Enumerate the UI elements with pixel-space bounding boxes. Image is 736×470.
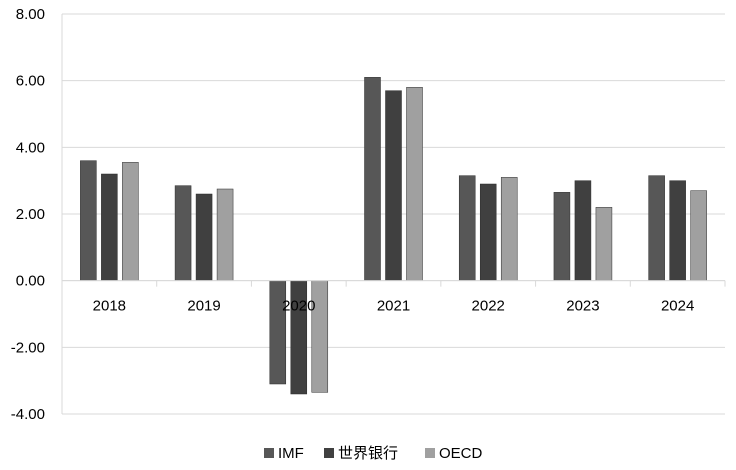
x-tick-label: 2024 bbox=[661, 298, 694, 315]
bar-世界银行-2024 bbox=[669, 180, 686, 281]
x-tick-label: 2023 bbox=[566, 298, 599, 315]
bar-世界银行-2018 bbox=[101, 173, 118, 281]
x-tick-label: 2022 bbox=[472, 298, 505, 315]
bar-IMF-2024 bbox=[648, 175, 665, 281]
y-tick-label: -2.00 bbox=[11, 339, 45, 356]
bar-OECD-2021 bbox=[406, 87, 423, 281]
y-tick-label: 8.00 bbox=[16, 6, 45, 23]
legend-label: 世界银行 bbox=[338, 445, 398, 462]
bar-IMF-2019 bbox=[174, 185, 192, 281]
bar-IMF-2022 bbox=[458, 175, 476, 281]
y-tick-label: 6.00 bbox=[16, 73, 45, 90]
bar-世界银行-2022 bbox=[479, 183, 497, 281]
bar-OECD-2024 bbox=[690, 190, 707, 281]
x-tick-label: 2021 bbox=[377, 298, 410, 315]
x-tick-label: 2019 bbox=[187, 298, 220, 315]
x-tick-label: 2020 bbox=[282, 298, 315, 315]
legend-swatch bbox=[264, 448, 274, 458]
legend-swatch bbox=[425, 448, 435, 458]
y-tick-label: -4.00 bbox=[11, 406, 45, 423]
y-axis: -4.00 -2.00 0.00 2.00 4.00 6.00 8.00 bbox=[11, 6, 63, 423]
bar-世界银行-2019 bbox=[195, 193, 213, 281]
bar-OECD-2019 bbox=[216, 188, 234, 281]
x-tick-label: 2018 bbox=[93, 298, 126, 315]
bar-OECD-2023 bbox=[595, 207, 613, 281]
bar-OECD-2022 bbox=[500, 177, 518, 281]
y-tick-label: 4.00 bbox=[16, 139, 45, 156]
bar-IMF-2020 bbox=[269, 280, 287, 385]
y-tick-label: 0.00 bbox=[16, 273, 45, 290]
legend: IMF 世界银行 OECD bbox=[264, 445, 483, 462]
bar-IMF-2021 bbox=[364, 77, 381, 281]
legend-label: IMF bbox=[278, 445, 304, 462]
bar-世界银行-2021 bbox=[385, 90, 402, 281]
legend-swatch bbox=[324, 448, 334, 458]
bar-IMF-2018 bbox=[80, 160, 97, 281]
bar-IMF-2023 bbox=[553, 192, 571, 281]
x-axis: 2018 2019 2020 2021 2022 2023 2024 bbox=[61, 280, 726, 315]
bar-世界银行-2023 bbox=[574, 180, 592, 281]
legend-label: OECD bbox=[439, 445, 483, 462]
bars bbox=[80, 77, 707, 395]
bar-OECD-2018 bbox=[122, 162, 139, 281]
y-tick-label: 2.00 bbox=[16, 206, 45, 223]
